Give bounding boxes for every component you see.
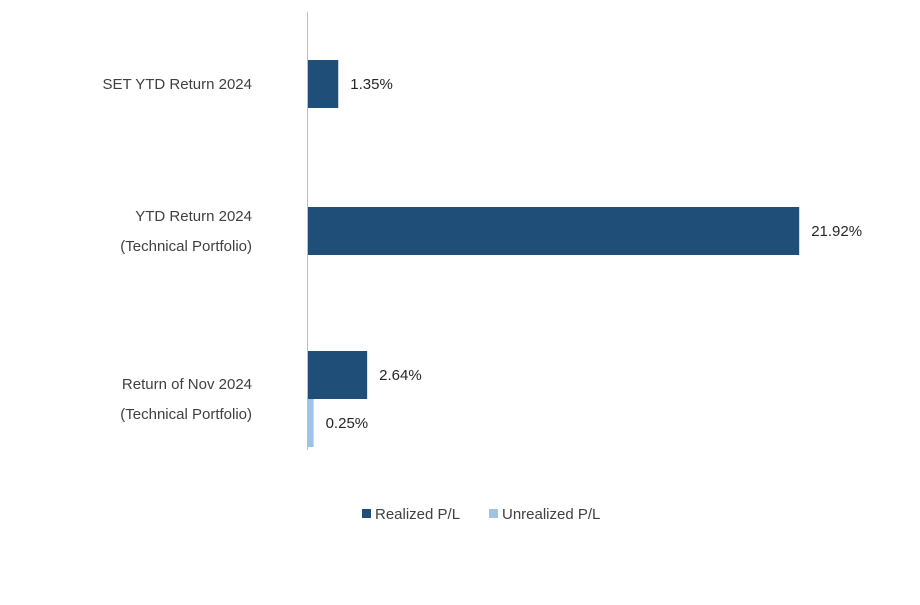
legend: Realized P/L Unrealized P/L xyxy=(362,506,600,523)
category-label: SET YTD Return 2024 xyxy=(102,76,252,93)
unrealized-bar xyxy=(308,399,314,447)
legend-label-unrealized: Unrealized P/L xyxy=(502,506,600,523)
legend-swatch-unrealized xyxy=(489,509,498,518)
data-label: 2.64% xyxy=(379,367,422,384)
data-label: 21.92% xyxy=(811,223,862,240)
realized-bar xyxy=(308,60,339,108)
realized-bar xyxy=(308,351,368,399)
realized-bar xyxy=(308,207,800,255)
category-label: (Technical Portfolio) xyxy=(120,406,252,423)
legend-label-realized: Realized P/L xyxy=(375,506,460,523)
category-label: (Technical Portfolio) xyxy=(120,238,252,255)
data-label: 0.25% xyxy=(326,415,369,432)
category-labels: SET YTD Return 2024 YTD Return 2024 (Techn… xyxy=(102,76,252,423)
legend-swatch-realized xyxy=(362,509,371,518)
category-label: YTD Return 2024 xyxy=(135,208,252,225)
category-label: Return of Nov 2024 xyxy=(122,376,252,393)
data-labels: 1.35% 21.92% 2.64% 0.25% xyxy=(326,76,862,432)
bars xyxy=(308,60,800,447)
data-label: 1.35% xyxy=(350,76,393,93)
